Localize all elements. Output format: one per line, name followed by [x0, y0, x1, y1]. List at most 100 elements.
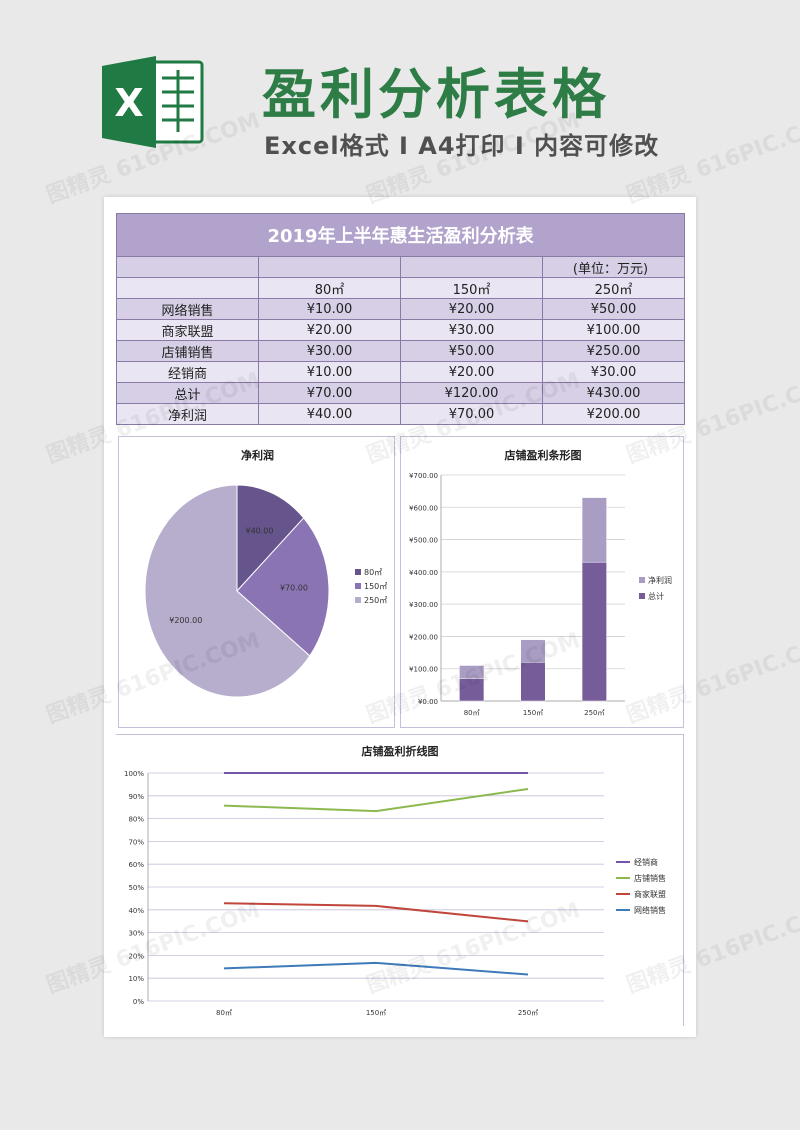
bar-segment	[581, 497, 607, 563]
row-label: 净利润	[116, 403, 259, 425]
table-row: 商家联盟 ¥20.00 ¥30.00 ¥100.00	[116, 319, 686, 341]
pie-chart-panel: 净利润 ¥40.00 ¥70.00 ¥200.00 80㎡ 150㎡ 250㎡	[118, 436, 395, 728]
row-label: 店铺销售	[116, 340, 259, 362]
y-tick-label: 90%	[128, 793, 144, 801]
size-header: 150㎡	[400, 277, 543, 299]
legend-swatch	[355, 597, 361, 603]
series-line	[223, 902, 529, 923]
y-tick-label: ¥100.00	[409, 666, 438, 674]
x-tick-label: 80㎡	[464, 709, 480, 717]
table-row: 店铺销售 ¥30.00 ¥50.00 ¥250.00	[116, 340, 686, 362]
y-tick-label: 60%	[128, 861, 144, 869]
y-tick-label: 40%	[128, 907, 144, 915]
pie-chart-title: 净利润	[241, 449, 274, 462]
table-cell: ¥250.00	[541, 340, 686, 362]
x-tick-label: 150㎡	[366, 1009, 386, 1017]
legend-label: 商家联盟	[634, 889, 666, 899]
row-label: 经销商	[116, 361, 259, 383]
x-tick-label: 150㎡	[523, 709, 543, 717]
bar-segment	[581, 561, 607, 702]
profit-table: 2019年上半年惠生活盈利分析表 (单位：万元) 80㎡ 150㎡ 250㎡ 网…	[115, 213, 686, 425]
legend-label: 店铺销售	[634, 873, 666, 883]
bar-chart-panel: 店铺盈利条形图 ¥0.00 ¥100.00 ¥200.00 ¥300.00 ¥400.0…	[400, 436, 684, 728]
table-cell: ¥30.00	[400, 319, 543, 341]
unit-label: (单位：万元)	[541, 256, 686, 278]
y-tick-label: ¥600.00	[409, 504, 438, 512]
table-cell: ¥70.00	[258, 382, 401, 404]
pie-slice	[236, 517, 330, 657]
series-line	[223, 961, 529, 976]
y-tick-label: 20%	[128, 952, 144, 960]
x-tick-label: 250㎡	[518, 1009, 538, 1017]
bar-segment	[459, 678, 485, 702]
size-header: 250㎡	[541, 277, 686, 299]
pie-chart: ¥40.00 ¥70.00 ¥200.00 80㎡ 150㎡ 250㎡	[144, 484, 387, 698]
excel-logo-letter: X	[114, 81, 143, 125]
pie-data-label: ¥200.00	[169, 616, 202, 625]
table-row: 净利润 ¥40.00 ¥70.00 ¥200.00	[116, 403, 686, 425]
table-cell: ¥120.00	[400, 382, 543, 404]
page-title: 盈利分析表格	[262, 63, 610, 126]
table-cell: ¥100.00	[541, 319, 686, 341]
table-row: 网络销售 ¥10.00 ¥20.00 ¥50.00	[116, 298, 686, 320]
line-chart: 0% 10% 20% 30% 40% 50% 60% 70% 80% 90% 100% 80㎡ 150㎡…	[124, 770, 666, 1017]
table-cell: ¥70.00	[400, 403, 543, 425]
y-tick-label: 0%	[133, 998, 144, 1006]
pie-data-label: ¥40.00	[245, 527, 273, 536]
table-cell: ¥10.00	[258, 361, 401, 383]
row-label: 网络销售	[116, 298, 259, 320]
table-cell: ¥50.00	[400, 340, 543, 362]
legend-label: 150㎡	[364, 582, 387, 591]
legend-label: 80㎡	[364, 568, 382, 577]
y-tick-label: ¥200.00	[409, 633, 438, 641]
bar-segment	[520, 662, 546, 702]
excel-logo-icon: X	[102, 56, 204, 148]
legend-swatch	[639, 577, 645, 583]
legend-swatch	[355, 569, 361, 575]
line-chart-panel: 店铺盈利折线图 0% 10% 20% 30% 40% 50% 60% 70% 80% 90% 100…	[116, 734, 684, 1026]
y-tick-label: 70%	[128, 838, 144, 846]
table-cell: ¥40.00	[258, 403, 401, 425]
legend-label: 总计	[648, 591, 664, 601]
y-tick-label: 30%	[128, 930, 144, 938]
legend-swatch	[355, 583, 361, 589]
y-tick-label: ¥700.00	[409, 472, 438, 480]
y-tick-label: 80%	[128, 816, 144, 824]
y-tick-label: ¥500.00	[409, 537, 438, 545]
table-cell: ¥50.00	[541, 298, 686, 320]
table-cell: ¥20.00	[400, 361, 543, 383]
x-tick-label: 80㎡	[216, 1009, 232, 1017]
table-cell: ¥20.00	[400, 298, 543, 320]
table-cell: ¥30.00	[541, 361, 686, 383]
y-tick-label: 100%	[124, 770, 144, 778]
table-cell: ¥30.00	[258, 340, 401, 362]
table-cell: ¥10.00	[258, 298, 401, 320]
legend-label: 经销商	[634, 857, 658, 867]
row-label: 总计	[116, 382, 259, 404]
bar-segment	[459, 665, 485, 679]
row-label: 商家联盟	[116, 319, 259, 341]
pie-slice	[236, 484, 305, 593]
table-title: 2019年上半年惠生活盈利分析表	[115, 213, 686, 257]
page-subtitle: Excel格式 I A4打印 I 内容可修改	[264, 132, 660, 160]
y-tick-label: ¥400.00	[409, 569, 438, 577]
y-tick-label: ¥300.00	[409, 601, 438, 609]
bar-chart: ¥0.00 ¥100.00 ¥200.00 ¥300.00 ¥400.00 ¥500.00…	[409, 472, 672, 717]
legend-label: 250㎡	[364, 596, 387, 605]
line-chart-title: 店铺盈利折线图	[361, 745, 439, 758]
legend-label: 净利润	[648, 575, 672, 585]
legend-label: 网络销售	[634, 905, 666, 915]
table-row: 经销商 ¥10.00 ¥20.00 ¥30.00	[116, 361, 686, 383]
bar-chart-title: 店铺盈利条形图	[504, 449, 582, 462]
pie-data-label: ¥70.00	[280, 584, 308, 593]
size-header: 80㎡	[258, 277, 401, 299]
pie-slice	[144, 484, 311, 698]
table-row: 总计 ¥70.00 ¥120.00 ¥430.00	[116, 382, 686, 404]
x-tick-label: 250㎡	[584, 709, 604, 717]
table-cell: ¥430.00	[541, 382, 686, 404]
table-cell: ¥20.00	[258, 319, 401, 341]
legend-swatch	[639, 593, 645, 599]
y-tick-label: 50%	[128, 884, 144, 892]
bar-segment	[520, 639, 546, 663]
table-cell: ¥200.00	[541, 403, 686, 425]
